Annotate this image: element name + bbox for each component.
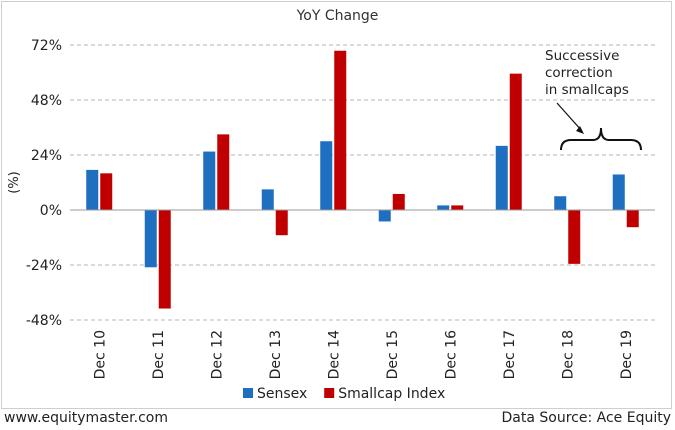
bar-smallcap-index — [451, 205, 464, 210]
x-tick-label: Dec 13 — [268, 330, 284, 379]
bar-sensex — [261, 189, 274, 210]
legend-label: Smallcap Index — [338, 386, 445, 402]
x-tick-label: Dec 14 — [326, 330, 342, 379]
x-tick-label: Dec 12 — [209, 330, 225, 379]
y-tick-label: 48% — [31, 93, 62, 109]
website-label: www.equitymaster.com — [4, 410, 168, 426]
y-tick-label: -48% — [26, 313, 62, 329]
bar-sensex — [320, 141, 333, 210]
bar-smallcap-index — [217, 134, 230, 210]
y-tick-label: 72% — [31, 38, 62, 54]
bar-smallcap-index — [100, 173, 113, 210]
bar-smallcap-index — [392, 193, 405, 210]
y-axis-label: (%) — [7, 171, 22, 194]
y-tick-label: 24% — [31, 148, 62, 164]
bar-smallcap-index — [509, 73, 522, 210]
bar-smallcap-index — [334, 50, 347, 210]
bar-smallcap-index — [626, 210, 639, 228]
x-tick-label: Dec 11 — [151, 330, 167, 379]
bar-sensex — [495, 145, 508, 210]
bar-sensex — [554, 196, 567, 210]
bar-sensex — [437, 205, 450, 210]
bar-sensex — [203, 151, 216, 210]
legend-swatch — [243, 388, 253, 398]
annotation-bracket — [560, 127, 642, 151]
legend-label: Sensex — [257, 386, 307, 402]
data-source-label: Data Source: Ace Equity — [501, 410, 672, 426]
bar-sensex — [144, 210, 157, 268]
y-tick-label: -24% — [26, 258, 62, 274]
chart-frame — [1, 1, 672, 409]
bar-sensex — [86, 169, 99, 210]
annotation-text: Successive correction in smallcaps — [545, 48, 629, 98]
legend-swatch — [324, 388, 335, 398]
x-tick-label: Dec 17 — [502, 330, 518, 379]
y-tick-label: 0% — [40, 203, 62, 219]
x-tick-label: Dec 10 — [92, 330, 108, 379]
bar-smallcap-index — [568, 210, 581, 264]
x-tick-label: Dec 19 — [619, 330, 635, 379]
x-tick-label: Dec 15 — [385, 330, 401, 379]
bar-sensex — [612, 174, 625, 210]
x-tick-label: Dec 16 — [443, 330, 459, 379]
x-tick-label: Dec 18 — [560, 330, 576, 379]
chart-title: YoY Change — [296, 8, 379, 24]
bar-smallcap-index — [158, 210, 171, 309]
bar-sensex — [378, 210, 391, 222]
annotation-arrowhead — [576, 126, 584, 134]
annotation-arrow — [556, 102, 583, 132]
bar-smallcap-index — [275, 210, 288, 236]
